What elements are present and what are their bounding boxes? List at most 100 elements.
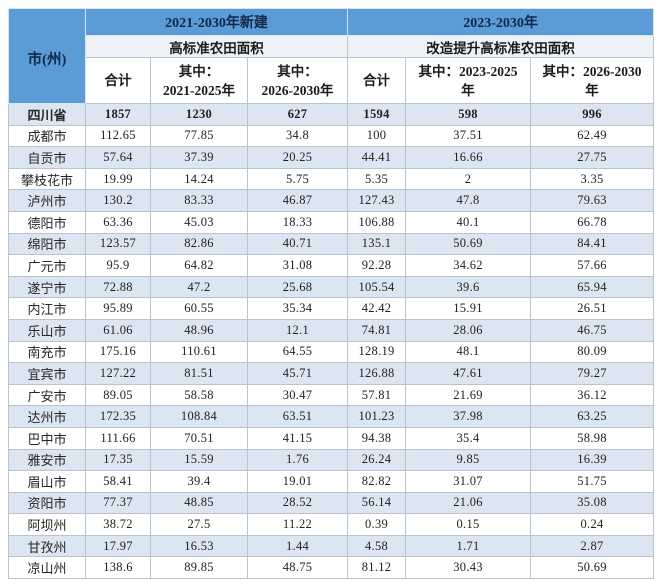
value-cell: 57.81 <box>347 383 407 407</box>
value-cell: 79.27 <box>530 362 655 385</box>
table-row: 宜宾市 127.22 81.51 45.71 126.88 47.61 79.27 <box>8 362 655 385</box>
value-cell: 31.07 <box>405 470 532 493</box>
region-cell: 自贡市 <box>8 146 86 169</box>
table-header: 市(州) 2021-2030年新建 2023-2030年 高标准农田面积 改造提… <box>8 8 655 104</box>
region-cell: 雅安市 <box>8 448 86 472</box>
value-cell: 61.06 <box>85 318 151 342</box>
group-header-new-construction: 2021-2030年新建 <box>84 8 349 36</box>
region-cell: 阿坝州 <box>8 513 86 536</box>
table-row: 资阳市 77.37 48.85 28.52 56.14 21.06 35.08 <box>8 491 655 515</box>
region-cell: 凉山州 <box>8 556 86 580</box>
value-cell: 39.6 <box>405 275 532 299</box>
value-cell: 0.39 <box>347 513 407 536</box>
value-cell: 56.14 <box>347 491 407 515</box>
value-cell: 47.2 <box>150 275 248 299</box>
column-header-2023-2025: 其中：2023-2025 年 <box>405 57 532 104</box>
column-header-total-1: 合计 <box>85 57 151 104</box>
value-cell: 50.69 <box>530 556 655 580</box>
value-cell: 26.51 <box>530 297 655 320</box>
value-cell: 63.51 <box>246 405 349 428</box>
value-cell: 37.98 <box>405 405 532 428</box>
table-row: 成都市 112.65 77.85 34.8 100 37.51 62.49 <box>8 124 655 148</box>
value-cell: 2.87 <box>530 534 655 558</box>
value-cell: 15.59 <box>150 448 248 472</box>
value-cell: 1594 <box>347 103 407 126</box>
value-cell: 17.35 <box>85 448 151 472</box>
value-cell: 127.43 <box>347 189 407 212</box>
value-cell: 14.24 <box>150 167 248 191</box>
value-cell: 0.15 <box>405 513 532 536</box>
farmland-table: 市(州) 2021-2030年新建 2023-2030年 高标准农田面积 改造提… <box>8 8 655 580</box>
value-cell: 46.87 <box>246 189 349 212</box>
value-cell: 25.68 <box>246 275 349 299</box>
region-cell: 内江市 <box>8 297 86 320</box>
value-cell: 51.75 <box>530 470 655 493</box>
table-row: 遂宁市 72.88 47.2 25.68 105.54 39.6 65.94 <box>8 275 655 299</box>
value-cell: 77.37 <box>85 491 151 515</box>
value-cell: 64.82 <box>150 254 248 277</box>
value-cell: 40.71 <box>246 232 349 256</box>
region-cell: 绵阳市 <box>8 232 86 256</box>
value-cell: 70.51 <box>150 426 248 450</box>
table-row: 四川省 1857 1230 627 1594 598 996 <box>8 103 655 126</box>
value-cell: 996 <box>530 103 655 126</box>
value-cell: 135.1 <box>347 232 407 256</box>
value-cell: 18.33 <box>246 210 349 234</box>
table-row: 阿坝州 38.72 27.5 11.22 0.39 0.15 0.24 <box>8 513 655 536</box>
value-cell: 31.08 <box>246 254 349 277</box>
table-row: 攀枝花市 19.99 14.24 5.75 5.35 2 3.35 <box>8 167 655 191</box>
region-cell: 甘孜州 <box>8 534 86 558</box>
value-cell: 2 <box>405 167 532 191</box>
value-cell: 105.54 <box>347 275 407 299</box>
table-row: 甘孜州 17.97 16.53 1.44 4.58 1.71 2.87 <box>8 534 655 558</box>
value-cell: 4.58 <box>347 534 407 558</box>
region-cell: 德阳市 <box>8 210 86 234</box>
value-cell: 127.22 <box>85 362 151 385</box>
column-header-label: 合计 <box>363 73 391 88</box>
value-cell: 63.25 <box>530 405 655 428</box>
value-cell: 57.64 <box>85 146 151 169</box>
value-cell: 95.89 <box>85 297 151 320</box>
value-cell: 3.35 <box>530 167 655 191</box>
value-cell: 65.94 <box>530 275 655 299</box>
value-cell: 34.8 <box>246 124 349 148</box>
value-cell: 38.72 <box>85 513 151 536</box>
value-cell: 48.85 <box>150 491 248 515</box>
table-row: 雅安市 17.35 15.59 1.76 26.24 9.85 16.39 <box>8 448 655 472</box>
value-cell: 80.09 <box>530 340 655 364</box>
value-cell: 83.33 <box>150 189 248 212</box>
value-cell: 123.57 <box>85 232 151 256</box>
value-cell: 41.15 <box>246 426 349 450</box>
value-cell: 138.6 <box>85 556 151 580</box>
value-cell: 47.61 <box>405 362 532 385</box>
value-cell: 126.88 <box>347 362 407 385</box>
value-cell: 26.24 <box>347 448 407 472</box>
value-cell: 20.25 <box>246 146 349 169</box>
value-cell: 74.81 <box>347 318 407 342</box>
value-cell: 45.71 <box>246 362 349 385</box>
value-cell: 37.51 <box>405 124 532 148</box>
value-cell: 15.91 <box>405 297 532 320</box>
table-row: 乐山市 61.06 48.96 12.1 74.81 28.06 46.75 <box>8 318 655 342</box>
column-header-label: 其中：2023-2025 <box>418 63 518 79</box>
region-cell: 乐山市 <box>8 318 86 342</box>
value-cell: 48.1 <box>405 340 532 364</box>
column-header-label: 合计 <box>104 73 132 88</box>
value-cell: 60.55 <box>150 297 248 320</box>
region-cell: 四川省 <box>8 103 86 126</box>
region-cell: 达州市 <box>8 405 86 428</box>
value-cell: 35.34 <box>246 297 349 320</box>
value-cell: 81.12 <box>347 556 407 580</box>
value-cell: 17.97 <box>85 534 151 558</box>
table-row: 自贡市 57.64 37.39 20.25 44.41 16.66 27.75 <box>8 146 655 169</box>
value-cell: 5.35 <box>347 167 407 191</box>
value-cell: 5.75 <box>246 167 349 191</box>
group-subheader-upgrade: 改造提升高标准农田面积 <box>347 35 655 58</box>
header-row-groups-sub: 高标准农田面积 改造提升高标准农田面积 <box>9 35 655 58</box>
value-cell: 1.76 <box>246 448 349 472</box>
value-cell: 27.75 <box>530 146 655 169</box>
value-cell: 36.12 <box>530 383 655 407</box>
value-cell: 1857 <box>85 103 151 126</box>
value-cell: 40.1 <box>405 210 532 234</box>
